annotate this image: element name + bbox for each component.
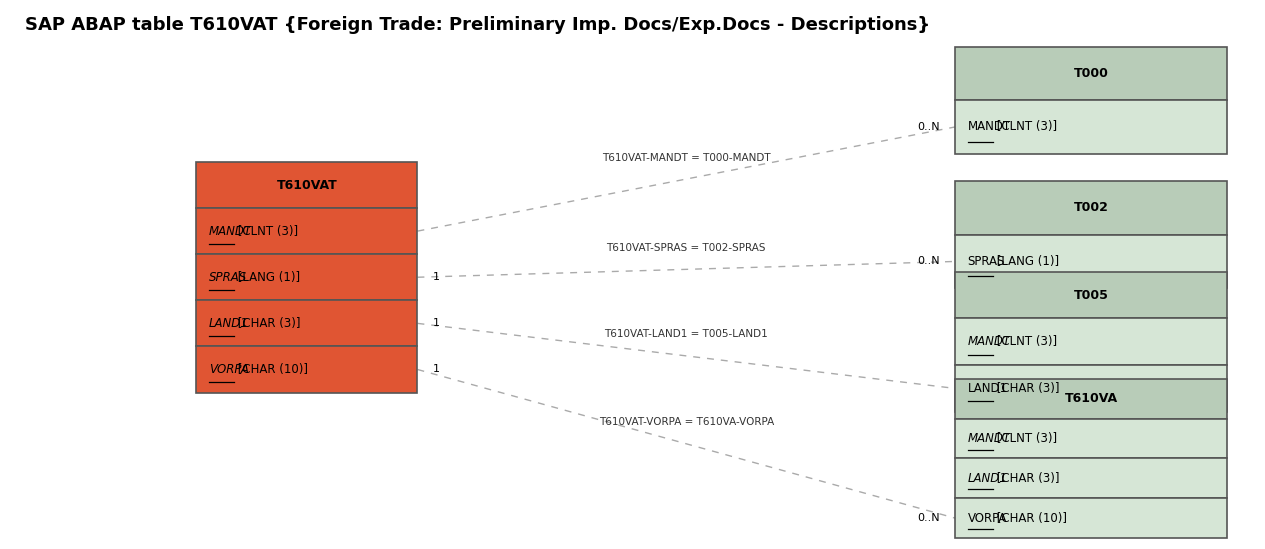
Text: VORPA: VORPA (968, 512, 1007, 525)
Text: [CLNT (3)]: [CLNT (3)] (993, 432, 1058, 445)
Text: [CHAR (3)]: [CHAR (3)] (234, 317, 301, 330)
Text: LAND1: LAND1 (209, 317, 248, 330)
Text: SAP ABAP table T610VAT {Foreign Trade: Preliminary Imp. Docs/Exp.Docs - Descript: SAP ABAP table T610VAT {Foreign Trade: P… (25, 16, 931, 35)
Text: T610VAT-VORPA = T610VA-VORPA: T610VAT-VORPA = T610VA-VORPA (598, 417, 774, 427)
Text: MANDT: MANDT (968, 432, 1011, 445)
Text: T610VA: T610VA (1065, 392, 1117, 405)
Text: 1: 1 (433, 365, 440, 374)
Text: MANDT: MANDT (209, 225, 252, 238)
Text: T610VAT: T610VAT (276, 178, 338, 192)
Text: 0..N: 0..N (917, 256, 940, 266)
Text: [CHAR (3)]: [CHAR (3)] (993, 382, 1060, 395)
Text: [CHAR (10)]: [CHAR (10)] (234, 363, 309, 376)
FancyBboxPatch shape (955, 418, 1227, 458)
Text: [LANG (1)]: [LANG (1)] (234, 271, 300, 284)
Text: [CHAR (10)]: [CHAR (10)] (993, 512, 1068, 525)
Text: T000: T000 (1074, 67, 1108, 80)
FancyBboxPatch shape (955, 100, 1227, 154)
Text: MANDT: MANDT (968, 335, 1011, 348)
FancyBboxPatch shape (196, 346, 417, 393)
Text: 0..N: 0..N (917, 513, 940, 523)
Text: T610VAT-MANDT = T000-MANDT: T610VAT-MANDT = T000-MANDT (602, 153, 770, 163)
Text: [CLNT (3)]: [CLNT (3)] (993, 120, 1058, 133)
Text: T610VAT-SPRAS = T002-SPRAS: T610VAT-SPRAS = T002-SPRAS (606, 243, 767, 253)
Text: LAND1: LAND1 (968, 382, 1008, 395)
Text: T610VAT-LAND1 = T005-LAND1: T610VAT-LAND1 = T005-LAND1 (605, 329, 768, 339)
FancyBboxPatch shape (955, 272, 1227, 318)
FancyBboxPatch shape (196, 300, 417, 346)
Text: T002: T002 (1074, 201, 1108, 215)
FancyBboxPatch shape (955, 318, 1227, 365)
Text: LAND1: LAND1 (968, 472, 1007, 485)
FancyBboxPatch shape (955, 235, 1227, 288)
Text: 1: 1 (433, 318, 440, 328)
FancyBboxPatch shape (955, 365, 1227, 412)
Text: [CHAR (3)]: [CHAR (3)] (993, 472, 1060, 485)
Text: MANDT: MANDT (968, 120, 1011, 133)
Text: [CLNT (3)]: [CLNT (3)] (993, 335, 1058, 348)
FancyBboxPatch shape (955, 47, 1227, 100)
Text: T005: T005 (1074, 289, 1108, 301)
FancyBboxPatch shape (955, 379, 1227, 418)
FancyBboxPatch shape (955, 458, 1227, 498)
Text: 1: 1 (433, 272, 440, 282)
Text: [CLNT (3)]: [CLNT (3)] (234, 225, 299, 238)
Text: [LANG (1)]: [LANG (1)] (993, 255, 1059, 268)
Text: VORPA: VORPA (209, 363, 249, 376)
Text: 0..N: 0..N (917, 122, 940, 132)
FancyBboxPatch shape (955, 181, 1227, 235)
FancyBboxPatch shape (196, 208, 417, 254)
Text: SPRAS: SPRAS (209, 271, 247, 284)
Text: SPRAS: SPRAS (968, 255, 1006, 268)
FancyBboxPatch shape (955, 498, 1227, 538)
FancyBboxPatch shape (196, 254, 417, 300)
FancyBboxPatch shape (196, 162, 417, 208)
